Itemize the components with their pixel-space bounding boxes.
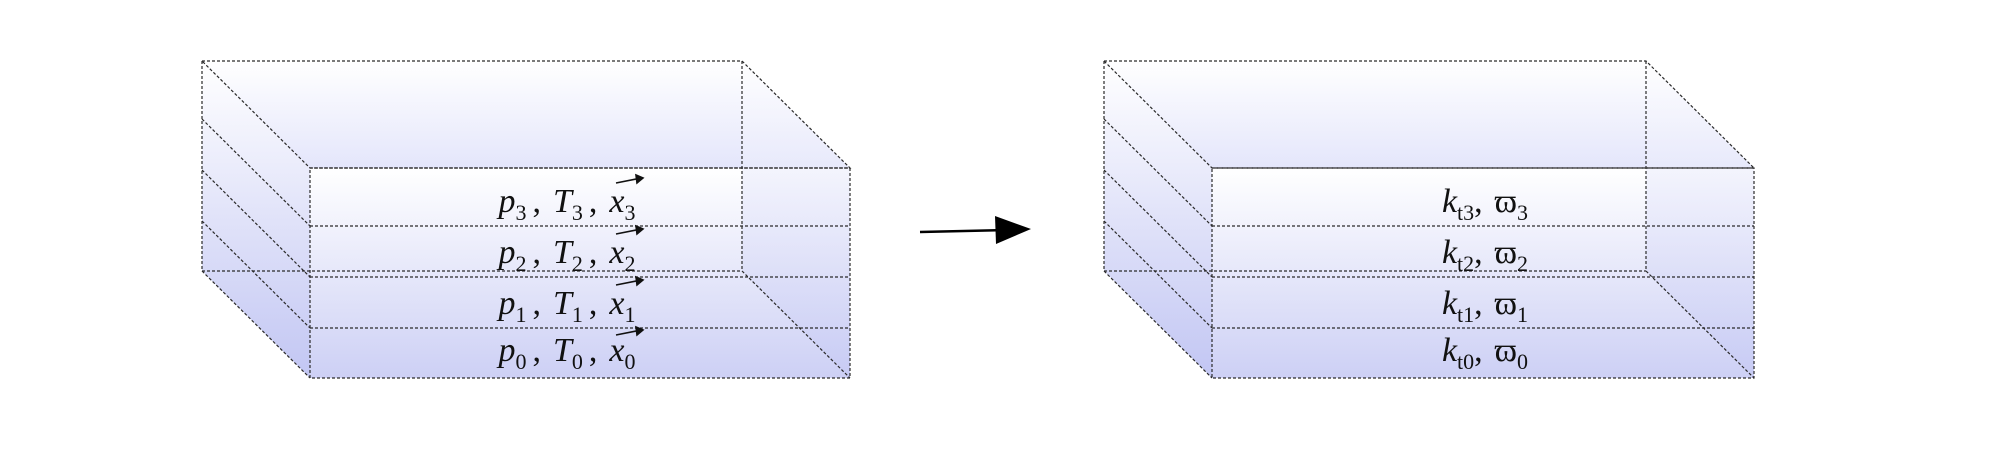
left-layer-stack: p3, T3, x3 p2, T2, x2 p1, T1, x1 p0, T0, x0 bbox=[200, 60, 852, 379]
vector-arrow-icon bbox=[615, 178, 637, 184]
left-layer-0-label: p0, T0, x0 bbox=[496, 332, 635, 374]
left-layer-3-label: p3, T3, x3 bbox=[496, 183, 635, 225]
vector-arrow-icon bbox=[635, 325, 645, 337]
right-side-bottom-diagonal bbox=[1103, 270, 1213, 379]
right-layer-0-label: kt0, ϖ0 bbox=[1442, 332, 1528, 374]
left-layer-1-label: p1, T1, x1 bbox=[496, 285, 635, 327]
left-side-divider bbox=[201, 169, 311, 278]
right-layer-1-label: kt1, ϖ1 bbox=[1442, 285, 1528, 327]
vector-arrow-icon bbox=[615, 229, 637, 235]
right-side-divider bbox=[1103, 220, 1213, 329]
vector-arrow-icon bbox=[615, 280, 637, 286]
right-right-face bbox=[1646, 61, 1754, 378]
left-front-face bbox=[310, 168, 850, 378]
right-layer-stack: kt3, ϖ3 kt2, ϖ2 kt1, ϖ1 kt0, ϖ0 bbox=[1102, 60, 1756, 379]
vector-arrow-icon bbox=[615, 330, 637, 336]
right-top-outline bbox=[1102, 60, 1756, 169]
left-top-face bbox=[202, 61, 850, 168]
vector-arrow-icon bbox=[635, 275, 645, 287]
right-layer-2-label: kt2, ϖ2 bbox=[1442, 234, 1528, 276]
arrow-shaft bbox=[919, 228, 1009, 234]
right-side-divider bbox=[1103, 118, 1213, 227]
left-layer-2-label: p2, T2, x2 bbox=[496, 234, 635, 276]
transform-arrow bbox=[919, 216, 1031, 244]
left-right-face bbox=[742, 61, 850, 378]
left-side-bottom-diagonal bbox=[201, 270, 311, 379]
vector-arrow-icons bbox=[615, 173, 645, 337]
right-back-diagonal-edge bbox=[1645, 270, 1755, 379]
right-layer-3-label: kt3, ϖ3 bbox=[1442, 183, 1528, 225]
right-top-face bbox=[1104, 61, 1754, 168]
left-side-face bbox=[202, 61, 310, 378]
right-front-face bbox=[1212, 168, 1754, 378]
right-front-outline bbox=[1211, 167, 1755, 379]
left-side-divider bbox=[201, 220, 311, 329]
left-side-divider bbox=[201, 118, 311, 227]
vector-arrow-icon bbox=[635, 173, 645, 185]
right-side-divider bbox=[1103, 169, 1213, 278]
left-back-diagonal-edge bbox=[741, 270, 851, 379]
right-side-face bbox=[1104, 61, 1212, 378]
left-front-outline bbox=[309, 167, 851, 379]
vector-arrow-icon bbox=[635, 224, 645, 236]
arrow-head-icon bbox=[995, 216, 1031, 244]
